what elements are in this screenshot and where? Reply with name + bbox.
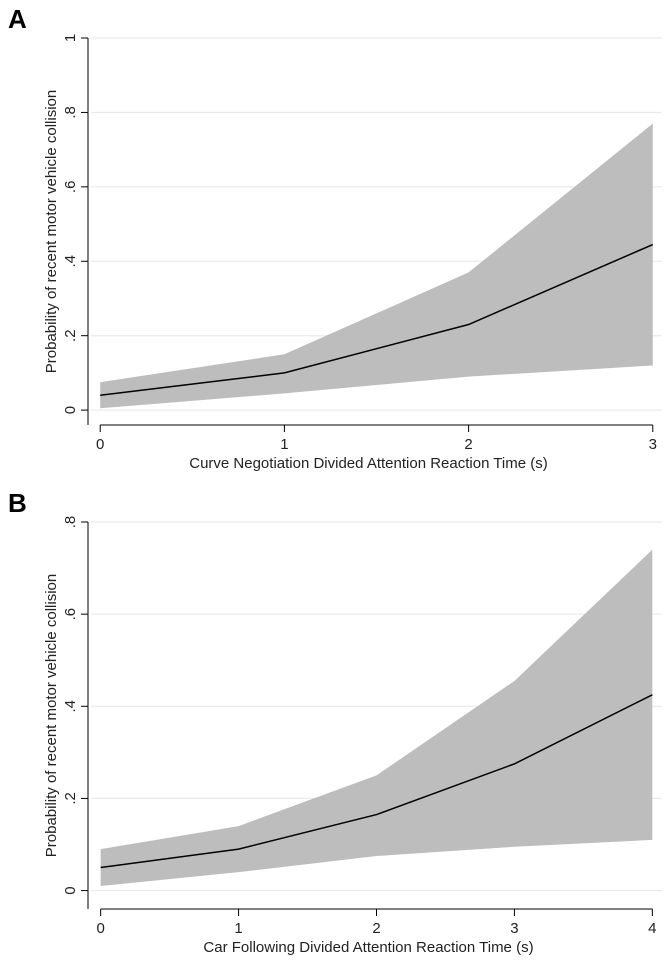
chart: A 0 .2 .4 .6 .8 1 0 1 2 3 Curve Negotiation Divided… bbox=[8, 4, 662, 472]
line bbox=[100, 243, 654, 396]
x-axis-title: Car Following Divided Attention Reaction… bbox=[203, 939, 533, 956]
panel-label: A bbox=[8, 4, 27, 34]
y-tick-label: .4 bbox=[62, 700, 79, 713]
x-axis-title: Curve Negotiation Divided Attention Reac… bbox=[189, 455, 548, 472]
confidence-band bbox=[100, 549, 653, 886]
x-tick-label: 0 bbox=[96, 436, 104, 453]
y-tick-label: .2 bbox=[62, 329, 79, 342]
x-tick-label: 3 bbox=[649, 436, 657, 453]
y-tick-label: .6 bbox=[62, 181, 79, 194]
x-tick-label: 3 bbox=[510, 920, 518, 937]
y-tick-label: .2 bbox=[62, 792, 79, 805]
x-tick-label: 1 bbox=[280, 436, 288, 453]
panel-label: B bbox=[8, 488, 27, 518]
y-axis-title: Probability of recent motor vehicle coll… bbox=[43, 90, 60, 373]
x-tick-label: 1 bbox=[234, 920, 242, 937]
x-tick-label: 2 bbox=[464, 436, 472, 453]
y-tick-label: .8 bbox=[62, 516, 79, 529]
y-tick-label: .6 bbox=[62, 608, 79, 621]
y-tick-label: .4 bbox=[62, 255, 79, 268]
y-tick-label: 0 bbox=[62, 406, 79, 414]
y-axis-title: Probability of recent motor vehicle coll… bbox=[43, 574, 60, 857]
y-tick-label: 1 bbox=[62, 34, 79, 42]
line bbox=[100, 694, 653, 869]
confidence-band bbox=[100, 123, 653, 409]
x-tick-label: 2 bbox=[372, 920, 380, 937]
x-tick-label: 0 bbox=[96, 920, 104, 937]
y-tick-label: 0 bbox=[62, 886, 79, 894]
x-tick-label: 4 bbox=[648, 920, 656, 937]
chart: B 0 .2 .4 .6 .8 0 1 2 3 4 Car Following Divided Att… bbox=[8, 488, 662, 956]
y-tick-label: .8 bbox=[62, 106, 79, 119]
